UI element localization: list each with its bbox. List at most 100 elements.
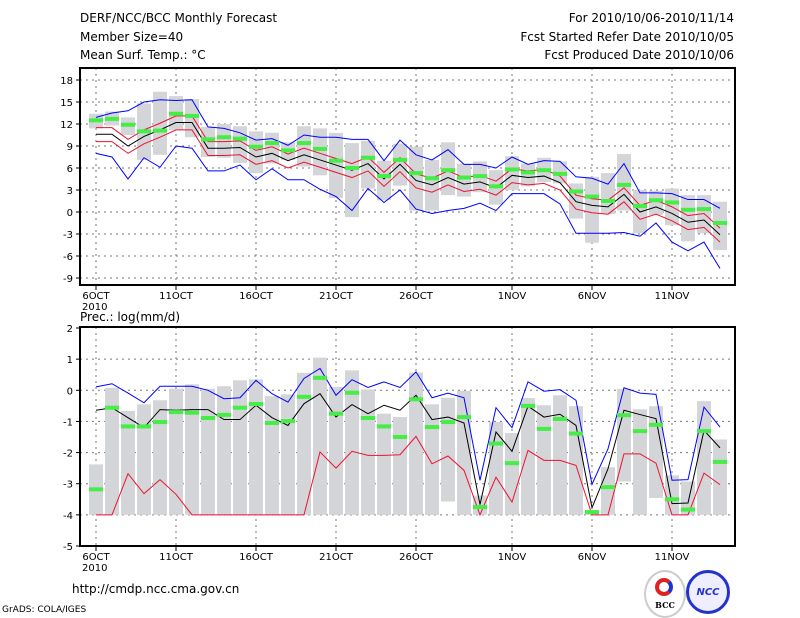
observed-marker xyxy=(457,415,471,420)
ytick-label: -1 xyxy=(63,417,73,428)
ytick-label: 3 xyxy=(67,186,73,197)
plot-frame xyxy=(79,67,736,286)
xtick-label: 6NOV xyxy=(578,552,607,563)
observed-marker xyxy=(393,157,407,162)
year-label: 2010 xyxy=(82,563,107,574)
range-bar xyxy=(377,160,391,201)
xtick-label: 11OCT xyxy=(159,552,194,563)
ensemble-mean-line xyxy=(96,122,721,236)
range-bar xyxy=(377,413,391,515)
xtick-label: 21OCT xyxy=(319,291,354,302)
observed-marker xyxy=(409,397,423,402)
ytick-label: -9 xyxy=(63,274,73,285)
observed-marker xyxy=(201,137,215,142)
observed-marker xyxy=(105,116,119,121)
observed-marker xyxy=(713,221,727,225)
ytick-label: 9 xyxy=(67,142,73,153)
xtick-label: 6OCT xyxy=(82,552,110,563)
observed-marker xyxy=(169,410,183,415)
observed-marker xyxy=(585,194,599,199)
range-bar xyxy=(105,387,119,515)
range-bar xyxy=(121,410,135,515)
observed-marker xyxy=(329,411,343,416)
ytick-label: 0 xyxy=(67,208,73,219)
ytick-label: -3 xyxy=(63,230,73,241)
observed-marker xyxy=(89,487,103,492)
observed-marker xyxy=(201,416,215,421)
observed-marker xyxy=(665,497,679,502)
range-bar xyxy=(409,372,423,515)
observed-marker xyxy=(649,198,663,203)
range-bar xyxy=(521,163,535,187)
upper-spread-line xyxy=(96,115,721,229)
observed-marker xyxy=(377,424,391,429)
observed-marker xyxy=(601,485,615,490)
range-bar xyxy=(425,404,439,515)
ncc-logo-text: NCC xyxy=(696,587,720,598)
observed-marker xyxy=(409,171,423,176)
xtick-label: 1NOV xyxy=(498,291,527,302)
ytick-label: 0 xyxy=(67,386,73,397)
observed-marker xyxy=(249,144,263,149)
observed-marker xyxy=(681,507,695,512)
observed-marker xyxy=(521,170,535,175)
observed-marker xyxy=(441,168,455,173)
range-bar xyxy=(505,432,519,515)
plot-frame xyxy=(79,326,736,547)
source-url[interactable]: http://cmdp.ncc.cma.gov.cn xyxy=(72,582,240,596)
observed-marker xyxy=(697,429,711,434)
observed-marker xyxy=(569,189,583,194)
observed-marker xyxy=(665,200,679,205)
observed-marker xyxy=(553,416,567,421)
range-bar xyxy=(329,386,343,515)
observed-marker xyxy=(537,168,551,173)
ytick-label: 15 xyxy=(60,98,73,109)
member-size: Member Size=40 xyxy=(80,30,184,44)
observed-marker xyxy=(425,176,439,181)
observed-marker xyxy=(105,405,119,410)
forecast-produced-date: Fcst Produced Date 2010/10/06 xyxy=(544,48,734,62)
range-bar xyxy=(521,398,535,515)
observed-marker xyxy=(425,425,439,430)
range-bar xyxy=(137,404,151,515)
range-bar xyxy=(585,176,599,243)
observed-marker xyxy=(505,167,519,172)
observed-marker xyxy=(265,141,279,146)
observed-marker xyxy=(345,166,359,170)
variable-label: Mean Surf. Temp.: °C xyxy=(80,48,206,62)
xtick-label: 26OCT xyxy=(399,552,434,563)
observed-marker xyxy=(601,199,615,203)
xtick-label: 11OCT xyxy=(159,291,194,302)
observed-marker xyxy=(441,420,455,425)
observed-marker xyxy=(153,420,167,425)
observed-marker xyxy=(185,113,199,118)
range-bar xyxy=(457,163,471,197)
xtick-label: 16OCT xyxy=(239,291,274,302)
observed-marker xyxy=(521,403,535,408)
observed-marker xyxy=(169,111,183,116)
observed-marker xyxy=(633,429,647,434)
ytick-label: -5 xyxy=(63,542,73,553)
chart-title: DERF/NCC/BCC Monthly Forecast xyxy=(80,11,278,25)
range-bar xyxy=(441,397,455,502)
observed-marker xyxy=(361,155,375,160)
range-bar xyxy=(185,99,199,138)
observed-marker xyxy=(233,136,247,141)
ytick-label: 12 xyxy=(60,120,73,131)
range-bar xyxy=(361,389,375,515)
ytick-label: -3 xyxy=(63,480,73,491)
observed-marker xyxy=(393,435,407,439)
observed-marker xyxy=(649,422,663,427)
range-bar xyxy=(681,195,695,242)
min-line xyxy=(95,145,721,269)
range-bar xyxy=(313,357,327,515)
bcc-logo-mark-icon xyxy=(655,578,673,596)
observed-marker xyxy=(713,459,727,464)
range-bar xyxy=(601,173,615,215)
observed-marker xyxy=(569,431,583,436)
range-bar xyxy=(489,422,503,515)
ncc-logo: NCC xyxy=(686,570,730,614)
range-bar xyxy=(169,388,183,515)
observed-marker xyxy=(553,171,567,176)
